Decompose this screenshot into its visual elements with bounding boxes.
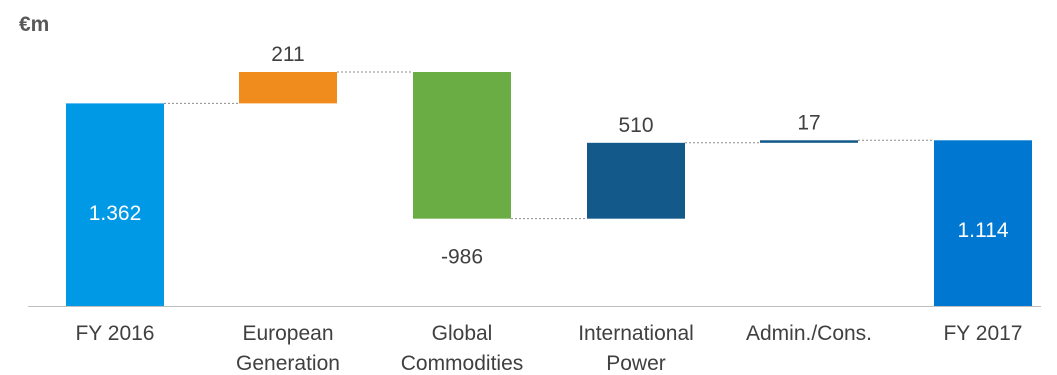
value-label: 1.114 [958, 219, 1009, 242]
bar-fy-2017 [934, 140, 1032, 306]
category-label: International [578, 322, 694, 345]
bar-global-commodities [413, 72, 511, 219]
bar-admin-cons [760, 140, 858, 143]
bar-international-power [587, 142, 685, 219]
bar-fy-2016 [66, 103, 164, 306]
category-label: FY 2016 [75, 322, 154, 345]
category-label: Commodities [401, 352, 524, 375]
value-label: 17 [797, 111, 820, 134]
category-label: Global [432, 322, 493, 345]
unit-label: €m [19, 13, 50, 36]
value-label: -986 [441, 246, 483, 269]
value-label: 510 [618, 114, 653, 137]
category-label: FY 2017 [943, 322, 1022, 345]
value-label: 211 [271, 43, 304, 66]
category-label: Power [606, 352, 666, 375]
category-label: Generation [236, 352, 340, 375]
bar-european-generation [239, 72, 337, 104]
value-label: 1.362 [89, 202, 142, 225]
category-label: Admin./Cons. [746, 322, 872, 345]
category-label: European [242, 322, 333, 345]
